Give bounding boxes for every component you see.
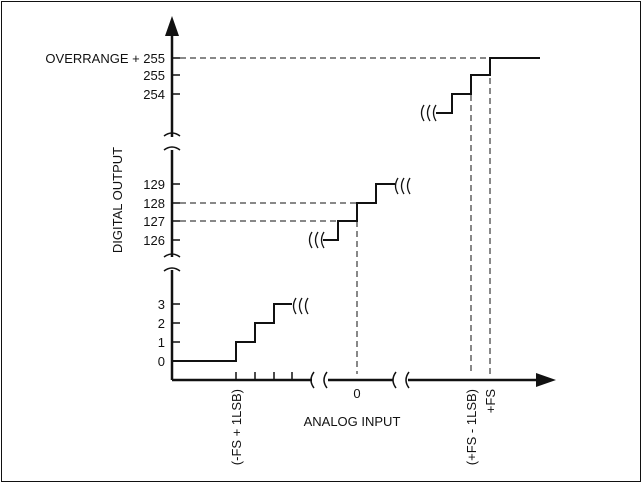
x-ticks <box>235 372 293 380</box>
staircase-middle-break-left <box>308 231 325 249</box>
x-axis-arrow <box>536 373 556 387</box>
y-axis-arrow <box>165 16 179 36</box>
dashed-guides <box>180 57 491 374</box>
x-axis-title: ANALOG INPUT <box>304 414 401 429</box>
x-label-zero: 0 <box>353 386 360 401</box>
x-axis-break-1 <box>310 371 328 389</box>
x-axis-break-2 <box>392 371 410 389</box>
y-label-2: 2 <box>158 316 165 331</box>
y-label-255: 255 <box>143 68 165 83</box>
y-label-127: 127 <box>143 214 165 229</box>
y-label-1: 1 <box>158 335 165 350</box>
staircase-lower-break <box>292 297 309 315</box>
staircase-middle-break-right <box>394 177 411 195</box>
y-label-126: 126 <box>143 233 165 248</box>
staircase-middle <box>323 183 395 241</box>
y-axis-break-upper <box>163 132 181 151</box>
x-label-neg-fs-1lsb: (-FS + 1LSB) <box>229 389 244 465</box>
y-label-overrange: OVERRANGE + 255 <box>45 51 165 66</box>
y-label-0: 0 <box>158 354 165 369</box>
y-axis-title: DIGITAL OUTPUT <box>110 147 125 253</box>
y-label-129: 129 <box>143 177 165 192</box>
x-label-pos-fs: +FS <box>483 389 498 414</box>
y-axis-break-lower <box>163 253 181 272</box>
staircase-upper <box>436 57 540 114</box>
y-label-254: 254 <box>143 87 165 102</box>
y-label-128: 128 <box>143 196 165 211</box>
staircase-upper-break <box>420 104 437 122</box>
x-label-pos-fs-1lsb: (+FS - 1LSB) <box>464 389 479 465</box>
y-label-3: 3 <box>158 297 165 312</box>
staircase-lower <box>172 303 292 362</box>
